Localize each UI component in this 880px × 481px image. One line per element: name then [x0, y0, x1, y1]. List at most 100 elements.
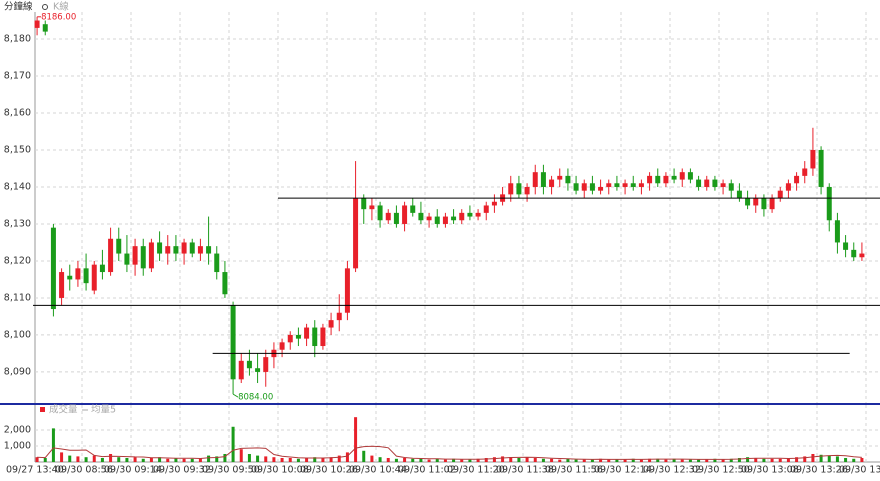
candle-body	[540, 172, 546, 187]
candle-body	[647, 175, 653, 184]
candle-body	[442, 216, 448, 224]
candle-body	[802, 168, 808, 176]
volume-bar	[468, 459, 472, 462]
candle-body	[328, 320, 334, 328]
y-tick-label: 8,150	[4, 144, 31, 155]
volume-bar	[803, 456, 807, 462]
candle-body	[826, 186, 832, 221]
volume-bar	[370, 455, 374, 462]
volume-bar	[272, 457, 276, 462]
volume-bar	[190, 458, 194, 462]
volume-bar	[386, 457, 390, 462]
x-tick-label: 09/30 10:08	[251, 465, 309, 476]
volume-bar	[541, 458, 545, 462]
max-label: 8186.00	[41, 12, 76, 22]
volume-bar	[754, 457, 758, 462]
candle-body	[736, 190, 742, 199]
candle-body	[197, 246, 203, 254]
x-tick-label: 09/27 13:40	[6, 465, 64, 476]
ma-line	[37, 445, 862, 460]
candle-body	[59, 272, 65, 298]
volume-bar	[329, 457, 333, 462]
candle-body	[385, 212, 391, 221]
candle-body	[189, 242, 195, 254]
volume-bar	[492, 457, 496, 462]
volume-bar	[141, 458, 145, 462]
volume-bar	[452, 458, 456, 462]
x-tick-label: 09/30 08:56	[55, 465, 113, 476]
volume-bar	[149, 457, 153, 462]
candle-body	[589, 183, 595, 191]
candle-body	[173, 246, 179, 254]
candle-body	[745, 198, 751, 206]
y-tick-label: 8,110	[4, 292, 31, 303]
candle-body	[393, 212, 399, 224]
volume-bar	[770, 458, 774, 462]
volume-bar	[354, 417, 358, 462]
volume-bar	[688, 459, 692, 462]
candle-body	[434, 216, 440, 224]
volume-bar	[305, 457, 309, 462]
volume-bar	[762, 458, 766, 462]
candle-body	[83, 268, 89, 284]
volume-bar	[419, 458, 423, 462]
x-tick-label: 09/30 12:50	[692, 465, 750, 476]
x-tick-label: 09/30 10:26	[300, 465, 358, 476]
candle-body	[614, 183, 620, 187]
volume-bar	[509, 457, 513, 462]
candle-body	[91, 264, 97, 291]
candle-body	[581, 183, 587, 191]
y-tick-label: 8,160	[4, 107, 31, 118]
x-tick-label: 09/30 11:38	[496, 465, 554, 476]
candle-body	[475, 212, 481, 217]
candle-body	[124, 253, 130, 265]
x-tick-label: 09/30 09:50	[202, 465, 260, 476]
candle-body	[467, 212, 473, 217]
volume-bar	[256, 455, 260, 462]
candle-body	[451, 216, 457, 221]
volume-bar	[746, 457, 750, 462]
candle-body	[834, 220, 840, 243]
volume-bar	[721, 459, 725, 462]
volume-bar	[198, 457, 202, 462]
candle-body	[785, 183, 791, 191]
volume-bar	[558, 459, 562, 462]
legend-label[interactable]: K線	[53, 1, 69, 13]
legend-icon[interactable]	[42, 4, 48, 10]
volume-bar	[174, 457, 178, 462]
volume-bar	[729, 458, 733, 462]
candle-body	[222, 272, 228, 295]
volume-bar	[60, 452, 64, 462]
candle-body	[287, 334, 293, 343]
candle-body	[491, 201, 497, 206]
x-tick-label: 09/30 13:08	[741, 465, 799, 476]
candle-body	[630, 183, 636, 187]
candle-body	[336, 312, 342, 321]
candle-body	[206, 246, 212, 254]
volume-bar	[92, 455, 96, 462]
x-tick-label: 09/30 12:32	[643, 465, 701, 476]
candle-body	[810, 149, 816, 169]
volume-bar	[117, 457, 121, 462]
volume-bar	[288, 457, 292, 462]
y-tick-label: 8,140	[4, 181, 31, 192]
candle-body	[312, 327, 318, 347]
candle-body	[483, 205, 489, 213]
volume-bar	[835, 456, 839, 462]
candle-body	[638, 183, 644, 187]
candle-body	[761, 198, 767, 210]
volume-bar	[533, 457, 537, 462]
legend-label: 均量5	[91, 404, 116, 416]
candle-body	[549, 179, 555, 187]
min-label: 8084.00	[238, 393, 273, 403]
volume-bar	[860, 457, 864, 462]
y-tick-label: 2,000	[4, 424, 31, 435]
y-tick-label: 8,130	[4, 218, 31, 229]
candle-body	[565, 175, 571, 184]
candle-body	[777, 190, 783, 199]
volume-bar	[852, 458, 856, 462]
volume-bar	[35, 457, 39, 462]
volume-bar	[615, 459, 619, 462]
candle-body	[704, 179, 710, 187]
